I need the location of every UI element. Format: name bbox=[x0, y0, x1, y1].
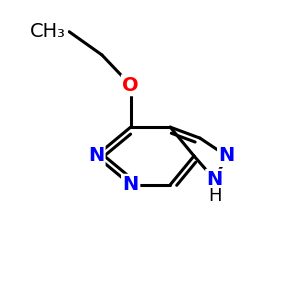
Text: N: N bbox=[88, 146, 104, 165]
Text: N: N bbox=[219, 146, 235, 165]
Text: N: N bbox=[123, 175, 139, 194]
Text: N: N bbox=[207, 170, 223, 189]
Text: CH₃: CH₃ bbox=[30, 22, 66, 41]
Text: O: O bbox=[122, 76, 139, 95]
Text: H: H bbox=[208, 187, 221, 205]
